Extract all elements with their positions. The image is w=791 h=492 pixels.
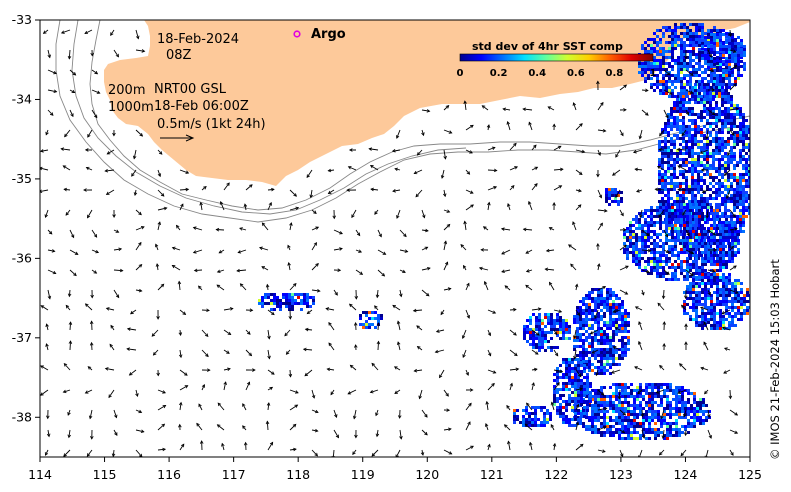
colorbar-ticks: 0 0.2 0.4 0.6 0.8 1	[457, 68, 657, 79]
colorbar	[459, 53, 654, 62]
y-tick-label: -35	[12, 171, 32, 186]
y-axis: -33 -34 -35 -36 -37 -38	[12, 12, 40, 424]
x-tick-label: 124	[674, 467, 698, 482]
x-tick-label: 119	[351, 467, 375, 482]
contour-200m	[89, 20, 750, 211]
y-tick-label: -34	[12, 91, 32, 106]
legend-tick-label: 0.6	[567, 68, 585, 79]
x-tick-label: 125	[738, 467, 762, 482]
legend-title: std dev of 4hr SST comp	[472, 40, 623, 53]
argo-marker-icon	[293, 30, 301, 38]
scale-label: 0.5m/s (1kt 24h)	[157, 117, 266, 132]
plot-frame	[39, 19, 751, 458]
scale-arrow-icon	[160, 134, 195, 142]
x-tick-label: 118	[286, 467, 310, 482]
colorbar-legend: std dev of 4hr SST comp 0 0.2 0.4 0.6 0.8 1	[457, 40, 657, 79]
x-tick-label: 114	[28, 467, 52, 482]
x-tick-label: 121	[480, 467, 504, 482]
contour-1000m	[55, 20, 750, 223]
x-axis: 114 115 116 117 118 119 120 121 122 123 124 125	[28, 457, 762, 482]
depth-label-1000: 1000m	[108, 100, 154, 115]
product-time-label: 18-Feb 06:00Z	[154, 99, 249, 114]
product-label: NRT00 GSL	[154, 82, 227, 97]
depth-label-200: 200m	[108, 83, 145, 98]
legend-tick-label: 1	[650, 68, 657, 79]
legend-tick-label: 0.8	[606, 68, 624, 79]
current-vectors	[40, 29, 740, 457]
x-tick-label: 120	[415, 467, 439, 482]
x-tick-label: 117	[222, 467, 246, 482]
legend-tick-label: 0	[457, 68, 464, 79]
x-tick-label: 116	[157, 467, 181, 482]
x-tick-label: 123	[609, 467, 633, 482]
land-australia	[40, 20, 750, 186]
legend-tick-label: 0.4	[528, 68, 546, 79]
sst-stddev-field	[258, 23, 750, 440]
argo-label: Argo	[311, 27, 346, 42]
x-tick-label: 115	[93, 467, 117, 482]
y-tick-label: -36	[12, 250, 32, 265]
date-label: 18-Feb-2024	[157, 32, 239, 47]
x-tick-label: 122	[544, 467, 568, 482]
legend-tick-label: 0.2	[490, 68, 508, 79]
credit-text: © IMOS 21-Feb-2024 15:03 Hobart	[768, 259, 782, 460]
y-tick-label: -38	[12, 409, 32, 424]
contour-deep	[71, 20, 467, 215]
y-tick-label: -33	[12, 12, 32, 27]
time-label: 08Z	[166, 48, 192, 63]
y-tick-label: -37	[12, 330, 32, 345]
